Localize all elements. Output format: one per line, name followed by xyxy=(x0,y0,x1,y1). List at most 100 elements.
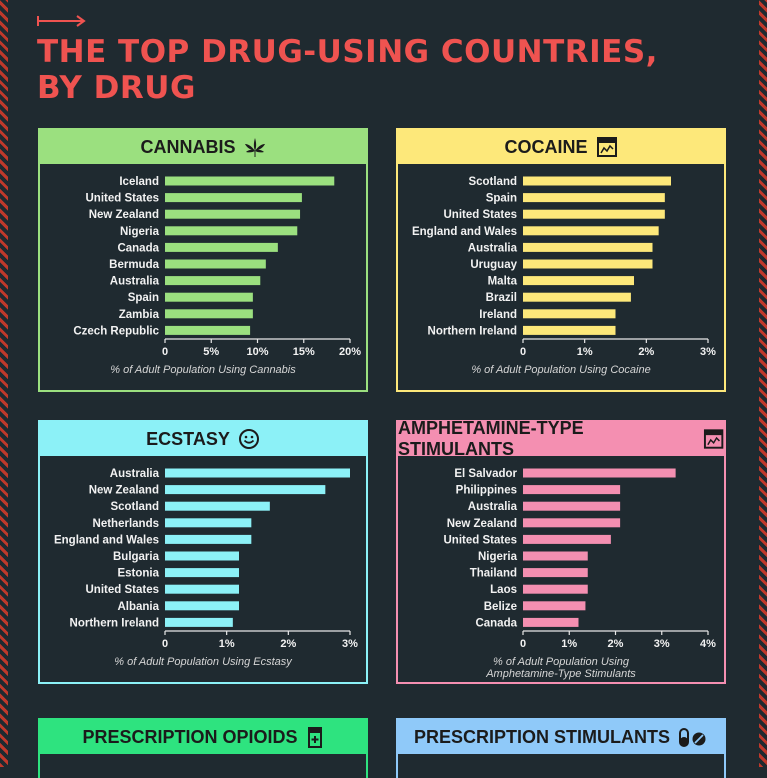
bar xyxy=(165,568,239,578)
chart-box-icon xyxy=(703,429,724,449)
category-label: Bermuda xyxy=(109,259,159,271)
bar xyxy=(165,518,252,528)
category-label: Estonia xyxy=(117,568,159,580)
bar xyxy=(165,584,239,594)
category-label: Northern Ireland xyxy=(70,617,159,629)
category-label: Nigeria xyxy=(120,226,160,238)
bar-chart: El Salvador Philippines Australia New Zeala… xyxy=(444,468,717,650)
bar xyxy=(165,309,253,319)
bar-chart: Australia New Zealand Scotland Netherlands E… xyxy=(54,468,358,650)
prescription-stimulants-panel: PRESCRIPTION STIMULANTS xyxy=(396,718,726,778)
bar xyxy=(523,518,621,528)
category-label: Zambia xyxy=(119,309,160,321)
category-label: Scotland xyxy=(110,501,159,513)
category-label: Australia xyxy=(110,468,160,480)
category-label: New Zealand xyxy=(447,518,517,530)
category-label: United States xyxy=(86,584,160,596)
category-label: Thailand xyxy=(470,568,517,580)
page-title: THE TOP DRUG-USING COUNTRIES, BY DRUG xyxy=(37,34,658,106)
category-label: Canada xyxy=(117,242,159,254)
bar xyxy=(523,176,671,186)
bar xyxy=(523,551,588,561)
category-label: Scotland xyxy=(468,176,517,188)
bar xyxy=(523,501,621,511)
bar xyxy=(523,584,588,594)
cannabis-leaf-icon xyxy=(244,138,265,157)
arrow-icon xyxy=(37,15,86,27)
x-tick-label: 3% xyxy=(700,346,716,358)
x-axis-label: % of Adult Population Using Cannabis xyxy=(40,364,366,376)
x-tick-label: 5% xyxy=(203,346,219,358)
category-label: United States xyxy=(86,193,160,205)
x-tick-label: 4% xyxy=(700,638,716,650)
x-tick-label: 0 xyxy=(162,346,168,358)
category-label: Laos xyxy=(490,584,517,596)
panel-header: PRESCRIPTION STIMULANTS xyxy=(398,720,724,754)
bar xyxy=(523,242,653,252)
bar xyxy=(523,485,621,495)
pill-bottle-icon xyxy=(307,727,322,748)
category-label: Philippines xyxy=(456,485,517,497)
category-label: Australia xyxy=(468,242,518,254)
category-label: Malta xyxy=(488,276,518,288)
category-label: Iceland xyxy=(119,176,159,188)
x-tick-label: 3% xyxy=(342,638,358,650)
category-label: England and Wales xyxy=(54,534,159,546)
right-border-decoration xyxy=(759,0,767,767)
cocaine-chart-panel: COCAINE Scotland Spain United States Englan… xyxy=(396,128,726,392)
bar xyxy=(165,601,239,611)
category-label: Bulgaria xyxy=(113,551,160,563)
category-label: Australia xyxy=(110,276,160,288)
ecstasy-chart-panel: ECSTASY Australia New Zealand Scotland Neth… xyxy=(38,420,368,684)
x-axis-label: % of Adult Population Using Ecstasy xyxy=(40,656,366,668)
bar xyxy=(523,325,616,335)
category-label: Northern Ireland xyxy=(428,325,517,337)
category-label: Nigeria xyxy=(478,551,518,563)
panel-title: CANNABIS xyxy=(140,136,236,157)
category-label: El Salvador xyxy=(454,468,517,480)
panel-title: PRESCRIPTION OPIOIDS xyxy=(82,726,298,747)
x-tick-label: 15% xyxy=(293,346,315,358)
x-tick-label: 1% xyxy=(219,638,235,650)
bar xyxy=(165,551,239,561)
bar xyxy=(165,276,261,286)
bar xyxy=(165,617,233,627)
x-axis-label-line: % of Adult Population Using Cannabis xyxy=(110,364,296,376)
panel-header: PRESCRIPTION OPIOIDS xyxy=(40,720,366,754)
bar xyxy=(523,468,676,478)
x-axis-label-line: % of Adult Population Using Cocaine xyxy=(471,364,651,376)
x-tick-label: 20% xyxy=(339,346,361,358)
panel-header: AMPHETAMINE-TYPE STIMULANTS xyxy=(398,418,724,459)
x-axis-label-line: % of Adult Population Using xyxy=(493,656,629,668)
bar xyxy=(523,259,653,269)
bar-chart: Scotland Spain United States England and Wa… xyxy=(412,176,716,358)
bar xyxy=(523,601,586,611)
bar xyxy=(165,534,252,544)
bar xyxy=(523,209,665,219)
bar xyxy=(523,193,665,203)
category-label: Albania xyxy=(117,601,159,613)
category-label: Netherlands xyxy=(93,518,159,530)
category-label: England and Wales xyxy=(412,226,517,238)
x-tick-label: 0 xyxy=(520,346,526,358)
bar xyxy=(165,193,302,203)
x-axis-label-line: Amphetamine-Type Stimulants xyxy=(486,668,636,680)
category-label: Spain xyxy=(486,193,517,205)
category-label: United States xyxy=(444,534,518,546)
x-tick-label: 2% xyxy=(608,638,624,650)
prescription-opioids-panel: PRESCRIPTION OPIOIDS xyxy=(38,718,368,778)
panel-header: CANNABIS xyxy=(40,130,366,164)
x-axis-label: % of Adult Population Using Amphetamine-… xyxy=(398,656,724,680)
bar xyxy=(165,325,251,335)
panel-title: AMPHETAMINE-TYPE STIMULANTS xyxy=(398,418,584,459)
category-label: Spain xyxy=(128,292,159,304)
capsule-icon xyxy=(679,728,706,747)
category-label: New Zealand xyxy=(89,485,159,497)
panel-title: PRESCRIPTION STIMULANTS xyxy=(413,726,670,747)
bar-chart: Iceland United States New Zealand Nigeria Ca… xyxy=(73,176,361,358)
bar xyxy=(165,209,301,219)
page-title-line1: THE TOP DRUG-USING COUNTRIES, xyxy=(37,34,658,70)
chart-box-icon xyxy=(596,137,617,157)
category-label: Belize xyxy=(484,601,517,613)
x-tick-label: 1% xyxy=(577,346,593,358)
